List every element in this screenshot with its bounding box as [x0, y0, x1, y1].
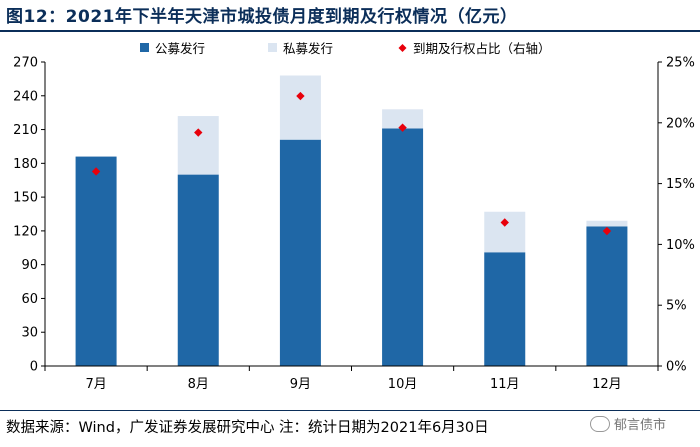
- legend-public-swatch: [140, 43, 149, 52]
- legend-private-swatch: [268, 43, 277, 52]
- ratio-marker: [296, 91, 305, 101]
- left-tick-label: 90: [21, 258, 38, 273]
- ratio-marker: [398, 123, 407, 132]
- left-tick-label: 30: [21, 326, 38, 341]
- wechat-icon: [590, 415, 610, 432]
- x-tick-label: 8月: [188, 377, 209, 392]
- ratio-markers-group: [91, 91, 612, 236]
- legend-ratio-label: 到期及行权占比（右轴）: [413, 41, 551, 56]
- x-tick-label: 11月: [490, 377, 520, 392]
- chart-title: 图12：2021年下半年天津市城投债月度到期及行权情况（亿元）: [6, 7, 518, 27]
- legend-public-label: 公募发行: [155, 41, 205, 56]
- bars-group: [75, 75, 628, 366]
- footer-divider: [0, 410, 700, 411]
- public-bar: [177, 174, 219, 366]
- right-tick-label: 5%: [666, 299, 687, 314]
- bar-chart: 公募发行 私募发行 到期及行权占比（右轴） 0 30 60 90 120 150 180 210 2…: [13, 41, 695, 393]
- left-tick-label: 60: [21, 292, 38, 307]
- public-bar: [586, 226, 628, 366]
- watermark: 郁言债市: [590, 414, 666, 433]
- watermark-text: 郁言债市: [614, 418, 667, 433]
- ratio-marker: [91, 167, 101, 176]
- x-tick-label: 7月: [85, 377, 106, 392]
- left-tick-label: 0: [30, 360, 38, 375]
- source-note: 数据来源：Wind，广发证券发展研究中心 注：统计日期为2021年6月30日: [6, 420, 489, 436]
- left-tick-label: 180: [13, 157, 38, 172]
- public-bar: [484, 252, 526, 366]
- ratio-marker: [500, 218, 509, 227]
- right-tick-label: 15%: [666, 177, 695, 192]
- private-bar: [484, 211, 526, 253]
- title-underline: [0, 30, 700, 32]
- right-tick-label: 25%: [666, 56, 695, 71]
- private-bar: [177, 116, 219, 175]
- left-tick-label: 210: [13, 123, 38, 138]
- public-bar: [75, 156, 117, 366]
- left-tick-label: 120: [13, 224, 38, 239]
- left-tick-label: 240: [13, 89, 38, 104]
- x-tick-label: 9月: [290, 377, 311, 392]
- public-bar: [382, 128, 424, 366]
- ratio-marker: [194, 128, 203, 137]
- left-tick-label: 270: [13, 56, 38, 71]
- left-tick-label: 150: [13, 191, 38, 206]
- legend: 公募发行 私募发行 到期及行权占比（右轴）: [140, 41, 551, 56]
- axes-group: 0 30 60 90 120 150 180 210 240 270 0% 5% 10% 15% 20% 25…: [13, 56, 695, 393]
- x-tick-label: 12月: [592, 377, 622, 392]
- right-tick-label: 0%: [666, 360, 687, 375]
- x-tick-label: 10月: [388, 377, 418, 392]
- private-bar: [586, 220, 628, 227]
- legend-private-label: 私募发行: [283, 41, 333, 56]
- private-bar: [279, 75, 321, 140]
- private-bar: [382, 109, 424, 129]
- public-bar: [279, 139, 321, 366]
- ratio-marker: [602, 226, 612, 236]
- right-tick-label: 20%: [666, 116, 695, 131]
- right-tick-label: 10%: [666, 238, 695, 253]
- legend-ratio-swatch: [398, 44, 407, 52]
